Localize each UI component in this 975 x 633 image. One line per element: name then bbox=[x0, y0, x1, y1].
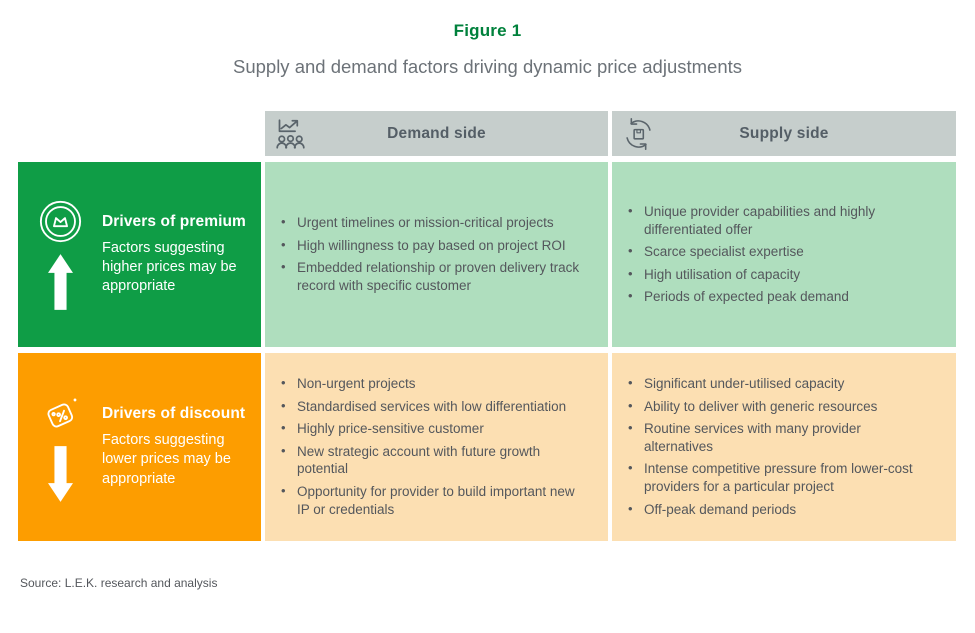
bullet-item: Periods of expected peak demand bbox=[625, 287, 930, 306]
cell-premium-demand: Urgent timelines or mission-critical pro… bbox=[265, 162, 608, 347]
bullet-item: Opportunity for provider to build import… bbox=[278, 482, 582, 519]
crown-badge-icon bbox=[39, 200, 82, 243]
figure-grid: Demand side Supply side bbox=[18, 111, 956, 541]
row-subtitle: Factors suggesting lower prices may be a… bbox=[102, 432, 231, 487]
bullet-item: Ability to deliver with generic resource… bbox=[625, 397, 930, 416]
chart-people-icon bbox=[274, 117, 307, 150]
column-header-supply: Supply side bbox=[612, 111, 956, 156]
bullet-item: Unique provider capabilities and highly … bbox=[625, 202, 930, 239]
bullet-item: Routine services with many provider alte… bbox=[625, 419, 930, 456]
row-subtitle: Factors suggesting higher prices may be … bbox=[102, 239, 237, 295]
premium-icon-column bbox=[39, 200, 82, 310]
bullet-item: High utilisation of capacity bbox=[625, 265, 930, 284]
discount-icon-column bbox=[39, 392, 82, 502]
cell-discount-supply: Significant under-utilised capacity Abil… bbox=[612, 353, 956, 541]
discount-text-block: Drivers of discount Factors suggesting l… bbox=[102, 405, 261, 489]
row-header-premium: Drivers of premium Factors suggesting hi… bbox=[18, 162, 261, 347]
down-arrow-icon bbox=[48, 446, 73, 502]
bullet-item: Intense competitive pressure from lower-… bbox=[625, 459, 930, 496]
up-arrow-icon bbox=[48, 253, 73, 310]
bullet-item: Non-urgent projects bbox=[278, 374, 582, 393]
cell-discount-demand: Non-urgent projects Standardised service… bbox=[265, 353, 608, 541]
row-title: Drivers of discount bbox=[102, 405, 246, 423]
bullet-item: Off-peak demand periods bbox=[625, 500, 930, 519]
row-header-discount: Drivers of discount Factors suggesting l… bbox=[18, 353, 261, 541]
column-header-demand: Demand side bbox=[265, 111, 608, 156]
package-cycle-icon bbox=[621, 116, 656, 151]
header-spacer bbox=[18, 111, 261, 156]
figure-label: Figure 1 bbox=[453, 21, 522, 40]
bullet-item: Urgent timelines or mission-critical pro… bbox=[278, 213, 582, 232]
figure-title: Supply and demand factors driving dynami… bbox=[232, 56, 742, 77]
column-header-label: Demand side bbox=[387, 124, 486, 142]
bullet-list: Urgent timelines or mission-critical pro… bbox=[278, 210, 582, 300]
premium-text-block: Drivers of premium Factors suggesting hi… bbox=[102, 213, 261, 297]
bullet-item: Scarce specialist expertise bbox=[625, 242, 930, 261]
bullet-item: Standardised services with low different… bbox=[278, 397, 582, 416]
source-note: Source: L.E.K. research and analysis bbox=[20, 576, 218, 590]
discount-tag-icon bbox=[39, 392, 82, 435]
cell-premium-supply: Unique provider capabilities and highly … bbox=[612, 162, 956, 347]
bullet-item: High willingness to pay based on project… bbox=[278, 236, 582, 255]
bullet-list: Non-urgent projects Standardised service… bbox=[278, 371, 582, 524]
bullet-item: New strategic account with future growth… bbox=[278, 442, 582, 479]
bullet-item: Significant under-utilised capacity bbox=[625, 374, 930, 393]
column-header-label: Supply side bbox=[739, 124, 829, 142]
bullet-item: Highly price-sensitive customer bbox=[278, 419, 582, 438]
bullet-list: Significant under-utilised capacity Abil… bbox=[625, 371, 930, 524]
bullet-list: Unique provider capabilities and highly … bbox=[625, 198, 930, 310]
bullet-item: Embedded relationship or proven delivery… bbox=[278, 258, 582, 295]
row-title: Drivers of premium bbox=[102, 212, 246, 230]
